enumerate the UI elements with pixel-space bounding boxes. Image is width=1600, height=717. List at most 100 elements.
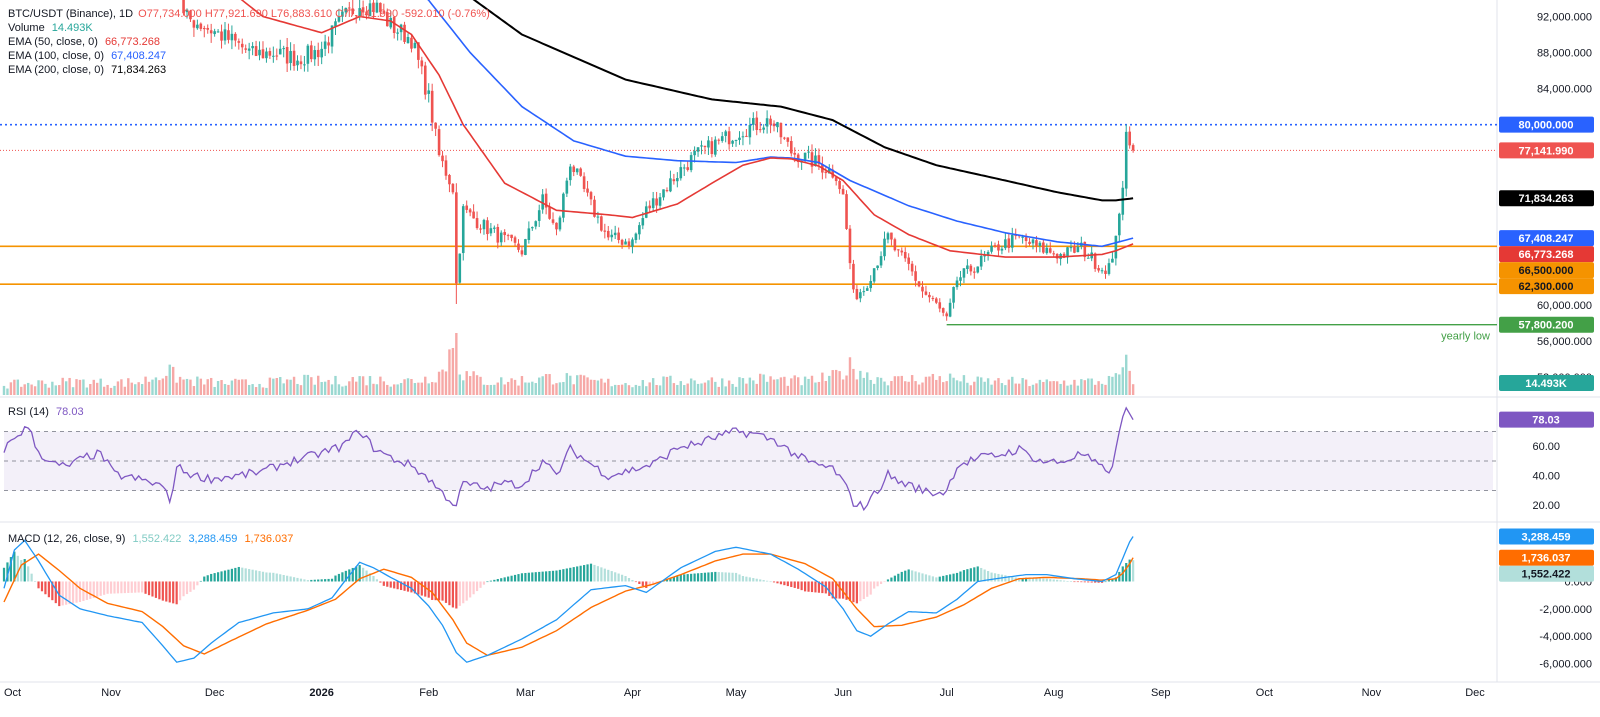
candle-body — [676, 178, 679, 182]
price-tag-support-upper-bg — [1499, 262, 1594, 279]
candle-body — [938, 302, 942, 309]
volume-bar — [993, 380, 997, 395]
volume-bar — [841, 379, 845, 395]
volume-bar — [948, 373, 952, 395]
candle-body — [921, 286, 924, 292]
macd-hist-bar — [20, 560, 23, 582]
candle-body — [1045, 247, 1049, 254]
volume-bar — [1035, 383, 1038, 395]
macd-hist-bar — [292, 577, 296, 582]
macd-hist-bar — [265, 572, 268, 582]
candle-body — [682, 167, 686, 169]
rsi-tick-label: 60.00 — [1532, 441, 1560, 453]
candle-body — [1052, 253, 1056, 255]
macd-hist-bar — [558, 569, 562, 582]
macd-hist-bar — [648, 581, 651, 587]
volume-bar — [569, 375, 572, 395]
macd-hist-bar — [669, 578, 672, 582]
macd-hist-bar — [904, 570, 907, 582]
macd-hist-bar — [51, 581, 54, 601]
macd-hist-bar — [113, 581, 116, 594]
volume-bar — [130, 382, 133, 395]
macd-hist-bar — [144, 581, 147, 594]
candle-body — [745, 135, 748, 137]
candle-body — [865, 288, 869, 291]
macd-hist-bar — [638, 581, 641, 584]
volume-bar — [586, 377, 589, 395]
candle-body — [544, 193, 548, 208]
candle-body — [189, 10, 192, 20]
volume-bar — [555, 383, 558, 395]
candle-body — [972, 271, 976, 273]
macd-hist-bar — [866, 581, 869, 597]
volume-bar — [959, 381, 962, 395]
volume-bar — [683, 385, 686, 395]
macd-hist-bar — [893, 575, 896, 582]
macd-hist-bar — [1125, 563, 1128, 582]
macd-hist-bar — [417, 581, 420, 595]
volume-bar — [524, 382, 527, 395]
candle-body — [268, 51, 272, 56]
macd-hist-bar — [817, 581, 821, 593]
macd-hist-bar — [37, 581, 40, 589]
volume-bar — [648, 382, 651, 395]
macd-hist-bar — [690, 573, 693, 582]
volume-bar — [334, 375, 337, 395]
volume-bar — [900, 375, 903, 395]
macd-hist-bar — [96, 581, 99, 597]
macd-hist-bar — [213, 573, 216, 582]
volume-bar — [945, 381, 948, 395]
volume-bar — [465, 371, 468, 395]
volume-bar — [54, 385, 57, 395]
macd-hist-bar — [841, 581, 845, 599]
volume-bar — [216, 381, 220, 395]
candle-body — [648, 205, 652, 209]
macd-hist-bar — [679, 574, 682, 582]
volume-bar — [330, 384, 334, 395]
volume-bar — [375, 384, 379, 395]
volume-bar — [51, 381, 54, 395]
volume-bar — [486, 384, 489, 395]
volume-bar — [151, 379, 154, 395]
ema50-value: 66,773.268 — [104, 36, 160, 48]
candle-body — [752, 118, 755, 125]
macd-hist-bar — [703, 572, 707, 582]
macd-legend: MACD (12, 26, close, 9) 1,552.422 3,288.… — [8, 532, 293, 546]
volume-bar — [876, 377, 879, 395]
volume-bar — [213, 386, 216, 395]
volume-bar — [230, 380, 234, 395]
volume-bar — [275, 378, 278, 395]
volume-bar — [140, 384, 144, 395]
volume-bar — [379, 376, 382, 395]
macd-hist-bar — [154, 581, 158, 598]
macd-hist-bar — [717, 572, 720, 582]
macd-hist-bar — [931, 576, 934, 582]
macd-label: MACD (12, 26, close, 9) — [8, 533, 126, 545]
candle-body — [1007, 238, 1011, 248]
candle-body — [303, 64, 306, 66]
macd-hist-bar — [1007, 576, 1010, 582]
volume-bar — [689, 378, 693, 395]
macd-hist-bar — [614, 572, 617, 582]
macd-hist-bar — [728, 572, 731, 582]
macd-hist-bar — [714, 571, 717, 582]
macd-hist-bar — [1059, 580, 1062, 582]
volume-bar — [2, 385, 6, 395]
macd-hist-bar — [351, 567, 354, 582]
macd-hist-bar — [355, 566, 358, 582]
price-tick-label: 56,000.000 — [1537, 336, 1592, 348]
volume-bar — [800, 385, 803, 395]
candle-body — [527, 228, 531, 240]
candle-body — [1000, 248, 1004, 251]
volume-bar — [655, 385, 658, 395]
volume-bar — [254, 387, 258, 395]
macd-hist-bar — [876, 581, 879, 587]
candle-body — [1004, 239, 1007, 249]
candle-body — [789, 141, 793, 154]
macd-hist-bar — [1100, 581, 1104, 583]
macd-hist-bar — [869, 581, 872, 595]
candle-body — [565, 180, 569, 194]
candle-body — [834, 177, 838, 182]
macd-hist-bar — [617, 573, 620, 582]
